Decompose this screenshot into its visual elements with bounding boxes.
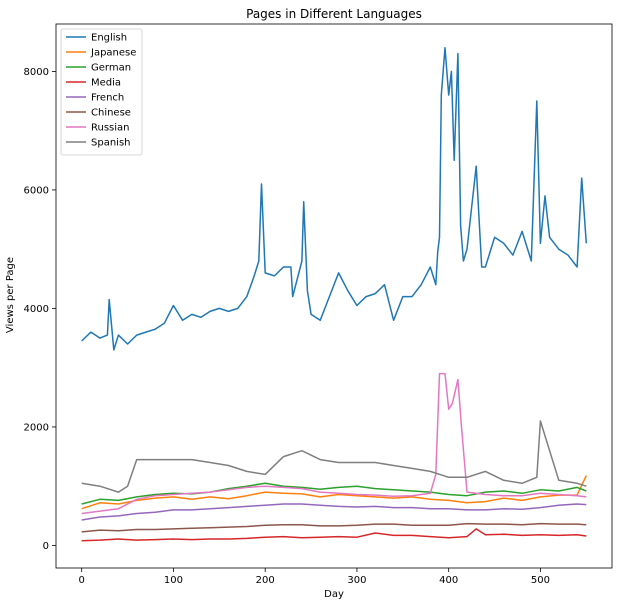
series-line-english: [81, 46, 588, 351]
x-tick-label: 100: [164, 575, 183, 586]
legend-label-russian: Russian: [91, 123, 130, 134]
legend-label-chinese: Chinese: [91, 108, 131, 119]
legend-label-french: French: [91, 93, 124, 104]
x-tick-label: 0: [79, 575, 85, 586]
x-tick-label: 500: [531, 575, 550, 586]
legend-label-english: English: [91, 33, 127, 44]
x-tick-label: 200: [256, 575, 275, 586]
x-axis-label: Day: [324, 589, 344, 600]
x-tick-label: 400: [439, 575, 458, 586]
series-layer: [81, 46, 588, 542]
x-tick-label: 300: [347, 575, 366, 586]
chart-title: Pages in Different Languages: [246, 7, 422, 21]
series-line-french: [81, 503, 587, 521]
series-line-russian: [81, 372, 587, 515]
legend-label-spanish: Spanish: [91, 138, 131, 149]
y-axis-label: Views per Page: [5, 257, 16, 333]
y-tick-label: 0: [43, 541, 49, 552]
series-line-chinese: [81, 522, 587, 533]
x-axis: 0 100 200 300 400 500: [79, 568, 550, 586]
series-line-spanish: [81, 420, 587, 493]
y-tick-label: 4000: [24, 304, 49, 315]
legend-label-media: Media: [91, 78, 121, 89]
legend: English Japanese German Media French Chinese R…: [60, 28, 143, 156]
y-axis: 0 2000 4000 6000 8000: [24, 67, 56, 552]
series-line-japanese: [81, 475, 587, 510]
series-line-german: [81, 482, 587, 505]
legend-frame: [60, 28, 143, 156]
plot-area-frame: [55, 23, 613, 569]
legend-label-japanese: Japanese: [90, 48, 136, 59]
y-tick-label: 6000: [24, 185, 49, 196]
y-tick-label: 2000: [24, 422, 49, 433]
series-line-media: [81, 528, 587, 542]
legend-label-german: German: [91, 63, 131, 74]
y-tick-label: 8000: [24, 67, 49, 78]
